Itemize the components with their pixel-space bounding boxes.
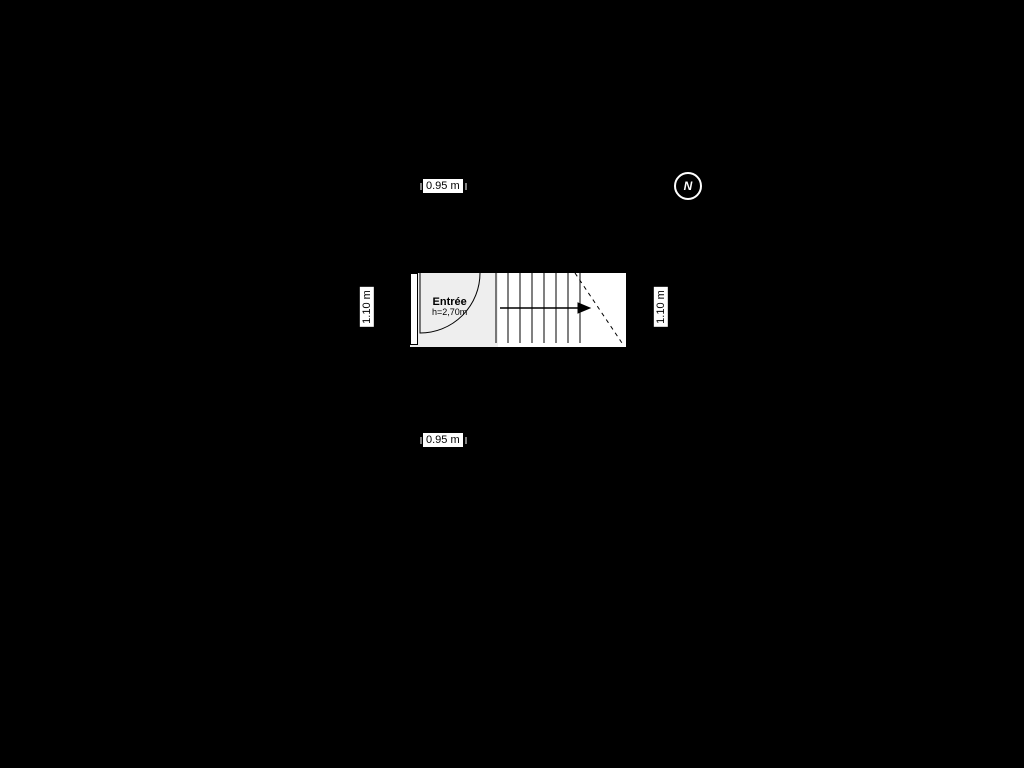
floorplan-svg bbox=[0, 0, 1024, 768]
dim-bottom: 0.95 m bbox=[423, 433, 463, 447]
dim-right: 1.10 m bbox=[654, 287, 668, 327]
dim-right-text: 1.10 m bbox=[655, 290, 667, 324]
compass-icon: N bbox=[674, 172, 702, 200]
dim-bottom-text: 0.95 m bbox=[426, 434, 460, 446]
dim-left: 1.10 m bbox=[360, 287, 374, 327]
dim-top: 0.95 m bbox=[423, 179, 463, 193]
door-panel bbox=[410, 273, 418, 345]
compass-letter: N bbox=[684, 179, 693, 193]
room-entry-sub: h=2,70m bbox=[432, 308, 467, 318]
dim-top-text: 0.95 m bbox=[426, 180, 460, 192]
room-entry-label: Entrée h=2,70m bbox=[432, 296, 467, 318]
dim-left-text: 1.10 m bbox=[361, 290, 373, 324]
floorplan-canvas: N 0.95 m 0.95 m 1.10 m 1.10 m bbox=[0, 0, 1024, 768]
